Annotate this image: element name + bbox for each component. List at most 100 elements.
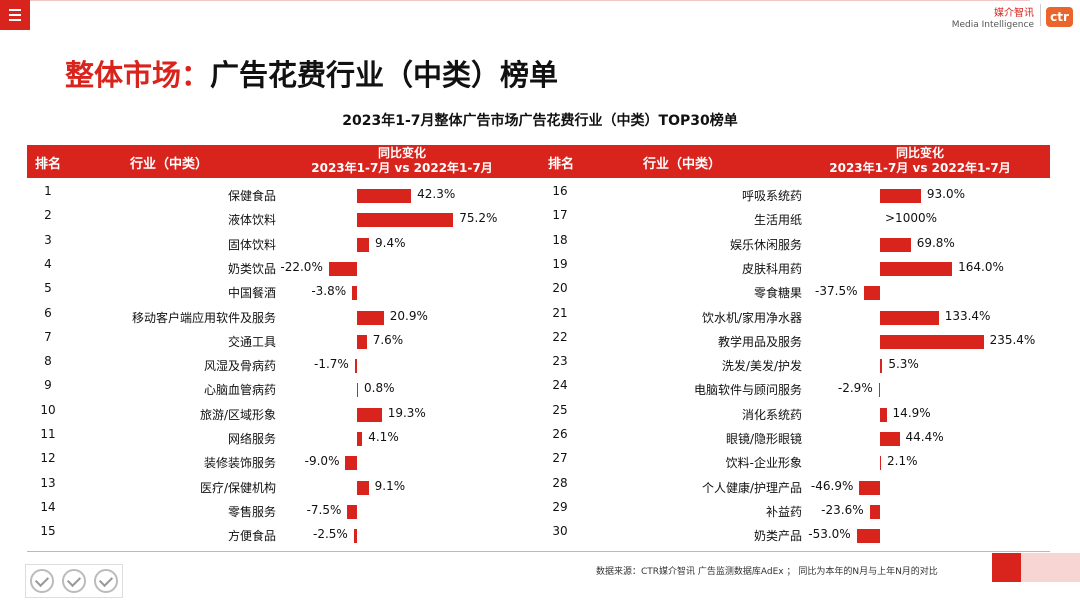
- header-rank: 排名: [35, 157, 62, 172]
- footer-pink-block: [1021, 553, 1080, 582]
- rank-cell: 23: [552, 354, 568, 369]
- change-bar: [352, 286, 357, 301]
- change-value-label: 9.1%: [374, 478, 406, 493]
- change-bar: [357, 334, 367, 349]
- rank-cell: 4: [44, 256, 52, 271]
- industry-cell: 饮水机/家用净水器: [701, 310, 802, 325]
- rank-cell: 5: [44, 281, 52, 296]
- top-bar: 媒介智讯 Media Intelligence ctr: [0, 0, 1080, 30]
- change-value-label: -3.8%: [311, 284, 347, 299]
- change-bar: [880, 237, 911, 252]
- table-row: 22 教学用品及服务 235.4%: [540, 326, 1050, 350]
- change-value-label: -9.0%: [304, 454, 340, 469]
- page-title: 整体市场：广告花费行业（中类）榜单: [65, 52, 558, 94]
- rank-cell: 12: [40, 451, 56, 466]
- table-row: 28 个人健康/护理产品 -46.9%: [540, 472, 1050, 496]
- source-note: 数据来源：CTR媒介智讯 广告监测数据库AdEx ； 同比为本年的N月与上年N月…: [596, 567, 938, 577]
- change-bar: [878, 383, 880, 398]
- rank-cell: 26: [552, 427, 568, 441]
- change-value-label: 164.0%: [958, 259, 1004, 274]
- change-value-label: 44.4%: [905, 430, 944, 444]
- header-change: 同比变化 2023年1-7月 vs 2022年1-7月: [297, 146, 507, 176]
- change-bar: [880, 432, 900, 446]
- rank-cell: 13: [40, 475, 56, 490]
- certification-seals: [25, 564, 123, 598]
- change-bar: [869, 504, 880, 519]
- brand-en: Media Intelligence: [951, 20, 1034, 30]
- table-row: 21 饮水机/家用净水器 133.4%: [540, 302, 1050, 326]
- change-bar: [357, 480, 369, 495]
- table-row: 12 装修装饰服务 -9.0%: [27, 447, 540, 471]
- change-value-label: 93.0%: [926, 187, 966, 201]
- header-change-line1: 同比变化: [895, 146, 944, 160]
- header-change-line2: 2023年1-7月 vs 2022年1-7月: [829, 161, 1011, 175]
- change-bar: [863, 286, 880, 301]
- change-value-label: -23.6%: [821, 502, 864, 517]
- change-bar: [880, 261, 953, 276]
- table-row: 2 液体饮料 75.2%: [27, 204, 540, 228]
- table-row: 9 心脑血管病药 0.8%: [27, 374, 540, 398]
- change-bar: [328, 261, 357, 276]
- table-row: 19 皮肤科用药 164.0%: [540, 253, 1050, 277]
- menu-button[interactable]: [0, 0, 30, 30]
- table-row: 11 网络服务 4.1%: [27, 423, 540, 447]
- ctr-logo: ctr: [1046, 7, 1073, 27]
- table-row: 20 零食糖果 -37.5%: [540, 277, 1050, 301]
- change-value-label: -1.7%: [314, 357, 349, 372]
- change-bar: [880, 359, 883, 374]
- industry-cell: 皮肤科用药: [741, 261, 802, 276]
- header-industry: 行业（中类）: [643, 157, 722, 172]
- rank-cell: 2: [44, 208, 52, 223]
- change-value-label: 69.8%: [916, 235, 955, 250]
- rank-cell: 22: [552, 329, 568, 344]
- change-value-label: -37.5%: [815, 284, 858, 299]
- rank-cell: 18: [552, 232, 568, 247]
- rank-cell: 27: [552, 451, 568, 466]
- table-header-right: 排名 行业（中类） 同比变化 2023年1-7月 vs 2022年1-7月: [540, 145, 1050, 178]
- industry-cell: 医疗/保健机构: [199, 480, 276, 495]
- ranking-panel-right: 16 呼吸系统药 93.0% 17 生活用纸 >1000% 18 娱乐休闲服务 69.8% 19 皮…: [540, 180, 1050, 545]
- top-divider: [30, 0, 1030, 1]
- industry-cell: 网络服务: [227, 432, 276, 446]
- change-value-label: 4.1%: [368, 430, 399, 444]
- table-row: 27 饮料-企业形象 2.1%: [540, 447, 1050, 471]
- rank-cell: 15: [40, 524, 56, 539]
- industry-cell: 移动客户端应用软件及服务: [131, 310, 276, 325]
- table-title: 2023年1-7月整体广告市场广告花费行业（中类）TOP30榜单: [342, 113, 738, 129]
- change-value-label: 75.2%: [459, 211, 498, 226]
- change-bar: [345, 456, 357, 471]
- industry-cell: 个人健康/护理产品: [701, 480, 802, 495]
- table-row: 7 交通工具 7.6%: [27, 326, 540, 350]
- table-row: 5 中国餐酒 -3.8%: [27, 277, 540, 301]
- industry-cell: 交通工具: [227, 334, 276, 349]
- change-bar: [859, 480, 880, 495]
- change-bar: [347, 504, 357, 519]
- table-row: 23 洗发/美发/护发 5.3%: [540, 350, 1050, 374]
- table-row: 6 移动客户端应用软件及服务 20.9%: [27, 302, 540, 326]
- rank-cell: 7: [44, 329, 52, 344]
- industry-cell: 眼镜/隐形眼镜: [725, 432, 802, 446]
- industry-cell: 饮料-企业形象: [725, 456, 802, 471]
- industry-cell: 教学用品及服务: [717, 334, 802, 349]
- industry-cell: 装修装饰服务: [203, 456, 276, 471]
- change-bar: [880, 456, 881, 471]
- rank-cell: 24: [552, 378, 568, 393]
- change-value-label: -7.5%: [306, 502, 342, 517]
- brand-text: 媒介智讯 Media Intelligence: [952, 8, 1034, 31]
- table-row: 26 眼镜/隐形眼镜 44.4%: [540, 423, 1050, 447]
- industry-cell: 心脑血管病药: [203, 383, 276, 398]
- table-row: 15 方便食品 -2.5%: [27, 520, 540, 544]
- industry-cell: 电脑软件与顾问服务: [693, 383, 802, 398]
- table-row: 16 呼吸系统药 93.0%: [540, 180, 1050, 204]
- industry-cell: 消化系统药: [741, 407, 802, 422]
- rank-cell: 25: [552, 402, 568, 417]
- rank-cell: 16: [552, 184, 568, 198]
- bottom-divider: [27, 551, 1050, 552]
- rank-cell: 20: [552, 281, 568, 296]
- table-row: 18 娱乐休闲服务 69.8%: [540, 229, 1050, 253]
- change-value-label: 19.3%: [387, 405, 426, 420]
- brand-divider: [1040, 4, 1041, 26]
- industry-cell: 娱乐休闲服务: [729, 237, 802, 252]
- change-bar: [357, 432, 363, 446]
- change-value-label: -53.0%: [808, 527, 851, 542]
